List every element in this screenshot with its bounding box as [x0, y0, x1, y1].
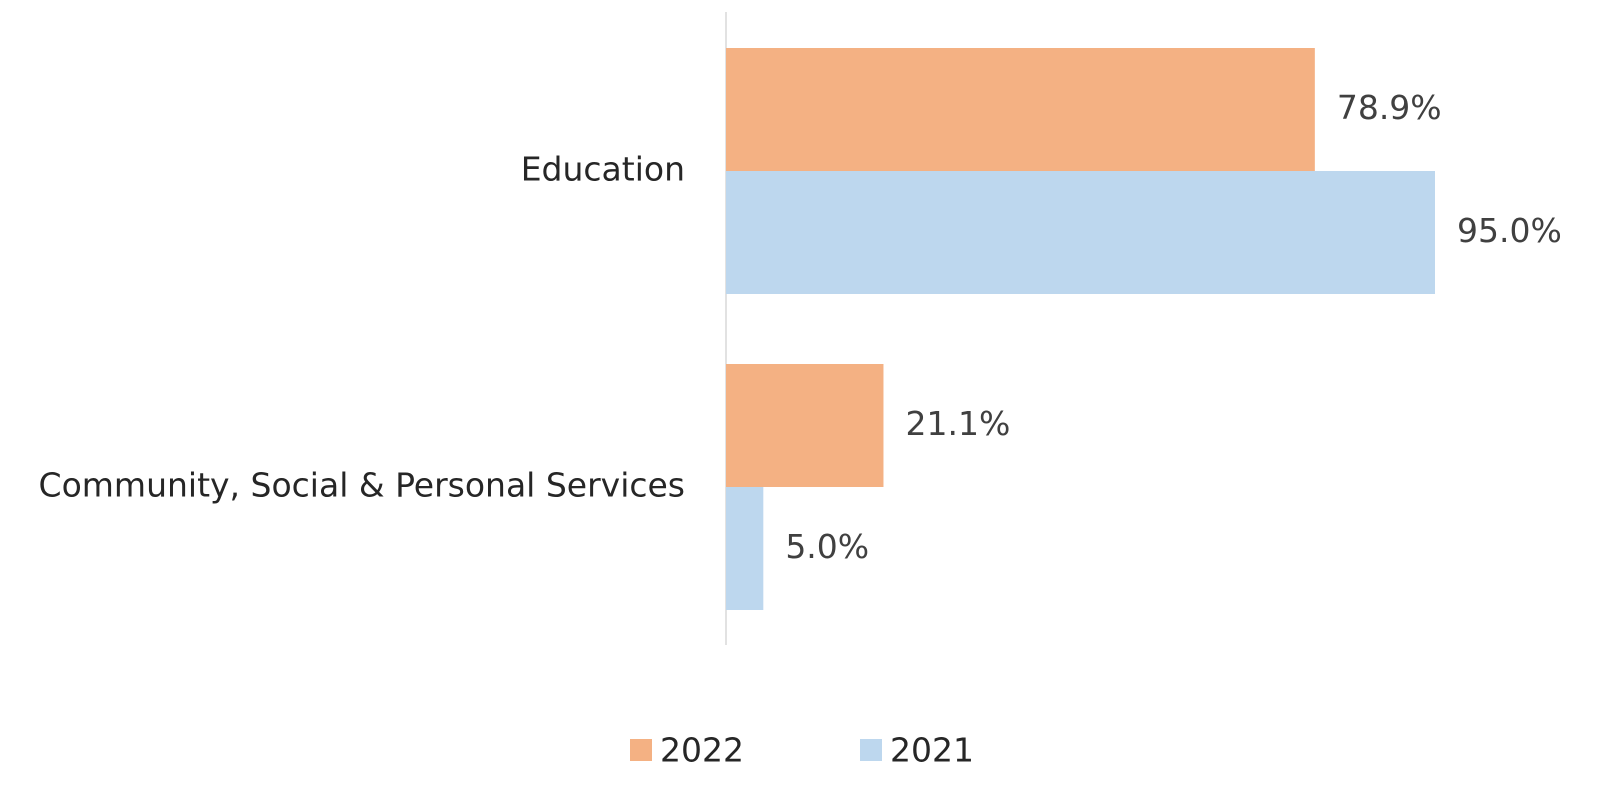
category-label: Community, Social & Personal Services	[39, 466, 685, 505]
data-label: 95.0%	[1457, 211, 1562, 250]
bar	[726, 48, 1315, 171]
data-label: 21.1%	[905, 404, 1010, 443]
legend-label: 2021	[890, 731, 974, 770]
bar	[726, 171, 1435, 294]
data-label: 5.0%	[785, 527, 869, 566]
data-label: 78.9%	[1337, 88, 1442, 127]
category-label: Education	[521, 150, 685, 189]
legend-swatch	[860, 739, 882, 761]
bar	[726, 364, 884, 487]
bar	[726, 487, 764, 610]
legend-swatch	[630, 739, 652, 761]
legend-label: 2022	[660, 731, 744, 770]
